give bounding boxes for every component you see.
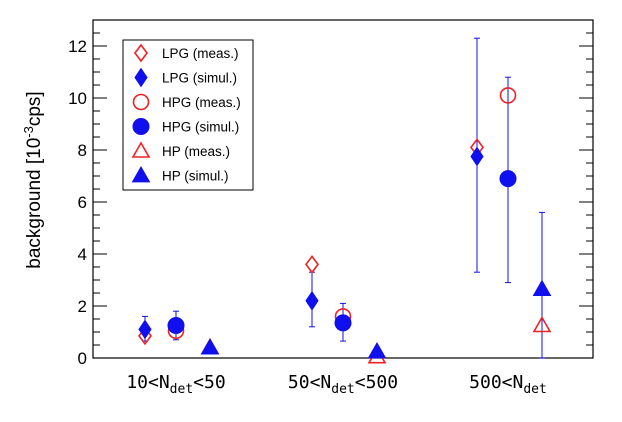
data-point <box>532 279 552 296</box>
legend-box <box>122 39 254 191</box>
legend: LPG (meas.) LPG (simul.) HPG (meas.) HPG (s… <box>122 39 254 191</box>
legend-label: LPG (simul.) <box>162 71 237 86</box>
legend-label: LPG (meas.) <box>162 46 239 61</box>
x-axis: 10<Ndet<50 50<Ndet<500 500<Ndet <box>126 372 547 397</box>
data-point <box>167 317 185 334</box>
data-point <box>305 255 319 274</box>
legend-label: HPG (simul.) <box>162 120 239 135</box>
legend-label: HP (meas.) <box>162 144 230 159</box>
legend-marker <box>134 67 148 88</box>
data-point <box>334 314 352 332</box>
x-tick-label-main: 50<N <box>288 372 331 393</box>
y-tick-label: 0 <box>78 349 87 368</box>
data-point <box>200 338 220 355</box>
legend-marker <box>131 141 151 158</box>
y-tick-label: 2 <box>78 297 87 316</box>
x-tick-label-sub: det <box>331 382 354 397</box>
legend-marker <box>132 93 150 111</box>
y-tick-label: 6 <box>78 193 87 212</box>
x-tick-label-sub: det <box>170 382 193 397</box>
x-tick-label-main: 500<N <box>469 372 523 393</box>
y-tick-label: 4 <box>78 245 87 264</box>
y-axis-label-base: background [10 <box>24 138 45 269</box>
x-tick-label-tail: <500 <box>355 372 398 393</box>
y-axis-label: background [10-3cps] <box>21 91 45 268</box>
x-tick-label: 10<Ndet<50 <box>126 372 225 397</box>
x-tick-label: 500<Ndet <box>469 372 547 397</box>
x-tick-label: 50<Ndet<500 <box>288 372 398 397</box>
data-point <box>532 315 552 333</box>
data-point <box>470 146 484 167</box>
y-axis-label-rest: cps] <box>24 91 45 126</box>
legend-label: HPG (meas.) <box>162 95 241 110</box>
y-axis-label-exp: -3 <box>21 126 36 138</box>
x-tick-label-sub: det <box>523 382 546 397</box>
y-tick-label: 12 <box>68 37 87 56</box>
data-point <box>499 87 517 104</box>
data-point <box>138 319 152 340</box>
x-tick-label-tail: <50 <box>193 372 226 393</box>
legend-marker <box>134 43 148 63</box>
data-points <box>138 87 552 364</box>
y-tick-label: 8 <box>78 141 87 160</box>
data-point <box>367 341 387 359</box>
y-axis: 0 2 4 6 8 10 12 <box>68 19 593 368</box>
legend-marker <box>132 118 150 135</box>
legend-marker <box>131 165 151 183</box>
data-point <box>305 290 319 311</box>
legend-label: HP (simul.) <box>162 169 229 184</box>
data-point <box>499 170 517 188</box>
x-tick-label-main: 10<N <box>126 372 169 393</box>
y-tick-label: 10 <box>68 89 87 108</box>
